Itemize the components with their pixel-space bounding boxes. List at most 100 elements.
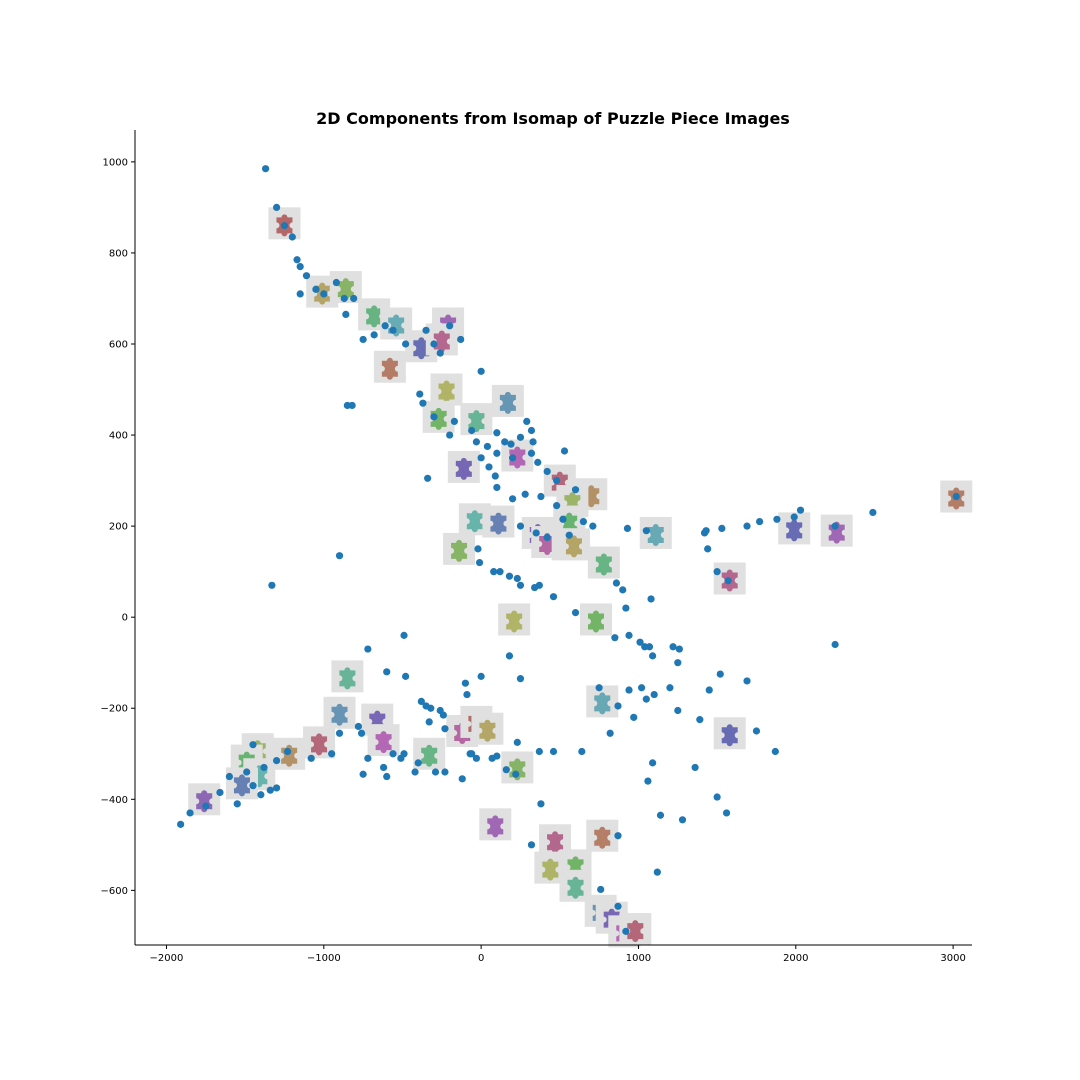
thumbnail — [713, 717, 746, 750]
y-tick-label: −200 — [101, 704, 128, 715]
data-point — [335, 729, 344, 737]
puzzle-piece-icon — [721, 724, 738, 747]
data-point — [507, 440, 515, 448]
puzzle-piece-icon — [433, 330, 450, 353]
puzzle-piece-icon — [594, 692, 611, 715]
puzzle-piece-icon — [506, 610, 523, 633]
data-point — [696, 716, 704, 724]
thumbnail — [188, 783, 221, 816]
data-point — [571, 609, 580, 617]
puzzle-piece-icon — [567, 876, 584, 899]
data-point — [508, 454, 517, 462]
puzzle-piece-icon — [595, 553, 612, 576]
data-point — [430, 340, 438, 348]
data-point — [702, 527, 710, 535]
data-point — [534, 458, 542, 466]
data-point — [320, 290, 328, 298]
data-point — [501, 438, 509, 446]
data-point — [425, 718, 433, 726]
data-point — [328, 750, 336, 758]
data-point — [630, 713, 638, 721]
puzzle-piece-icon — [455, 457, 472, 480]
thumbnail — [482, 505, 515, 538]
data-point — [614, 832, 622, 840]
data-point — [516, 522, 525, 530]
data-point — [472, 754, 481, 762]
data-point — [771, 747, 779, 756]
data-point — [645, 643, 654, 651]
data-point — [647, 595, 655, 603]
data-point — [612, 579, 621, 587]
data-point — [505, 652, 514, 660]
data-point — [724, 577, 732, 585]
data-point — [427, 704, 435, 712]
data-point — [284, 747, 292, 756]
data-point — [477, 367, 485, 375]
data-point — [272, 784, 281, 792]
data-point — [537, 800, 545, 808]
data-point — [532, 529, 540, 537]
data-point — [513, 738, 521, 746]
data-point — [419, 399, 427, 407]
data-point — [516, 433, 525, 441]
y-tick-label: −400 — [101, 795, 128, 806]
data-point — [553, 502, 561, 510]
puzzle-piece-icon — [487, 815, 504, 838]
data-point — [280, 222, 289, 230]
y-tick-label: 800 — [109, 248, 128, 259]
puzzle-piece-icon — [539, 533, 556, 556]
data-point — [713, 793, 721, 801]
puzzle-piece-icon — [331, 703, 348, 726]
data-point — [411, 768, 419, 776]
y-tick-label: 0 — [122, 613, 128, 624]
data-point — [674, 706, 682, 715]
data-point — [796, 506, 805, 514]
data-point — [527, 426, 536, 435]
x-tick-label: 2000 — [783, 953, 808, 964]
data-point — [430, 413, 438, 421]
data-point — [342, 310, 350, 318]
data-point — [622, 604, 630, 612]
data-point — [523, 417, 531, 425]
data-point — [636, 638, 644, 646]
x-tick-label: −2000 — [150, 953, 184, 964]
data-point — [354, 722, 363, 731]
data-point — [364, 754, 372, 762]
data-point — [549, 593, 558, 601]
data-point — [441, 725, 449, 733]
points-layer — [177, 165, 960, 935]
data-point — [458, 775, 466, 783]
puzzle-piece-icon — [451, 539, 468, 562]
x-tick-label: 1000 — [626, 953, 651, 964]
data-point — [773, 515, 781, 523]
data-point — [535, 581, 543, 589]
puzzle-piece-icon — [413, 337, 430, 360]
puzzle-piece-icon — [337, 278, 354, 301]
data-point — [595, 684, 603, 692]
data-point — [340, 294, 348, 303]
data-point — [704, 545, 712, 553]
data-point — [831, 640, 839, 649]
data-point — [461, 679, 469, 687]
data-point — [485, 463, 493, 471]
data-point — [527, 841, 536, 849]
puzzle-piece-icon — [233, 774, 250, 797]
data-point — [614, 902, 622, 910]
data-point — [505, 572, 514, 580]
puzzle-piece-icon — [542, 858, 559, 881]
data-point — [638, 684, 646, 692]
data-point — [463, 690, 471, 699]
thumbnail — [460, 403, 493, 436]
data-point — [450, 417, 458, 425]
data-point — [565, 531, 573, 539]
data-point — [288, 233, 296, 241]
data-point — [675, 645, 683, 653]
data-point — [752, 727, 761, 735]
data-point — [623, 524, 632, 532]
puzzle-piece-icon — [381, 357, 398, 380]
data-point — [381, 322, 389, 330]
data-point — [508, 495, 517, 503]
data-point — [527, 449, 536, 457]
data-point — [571, 486, 580, 494]
data-point — [483, 442, 492, 451]
